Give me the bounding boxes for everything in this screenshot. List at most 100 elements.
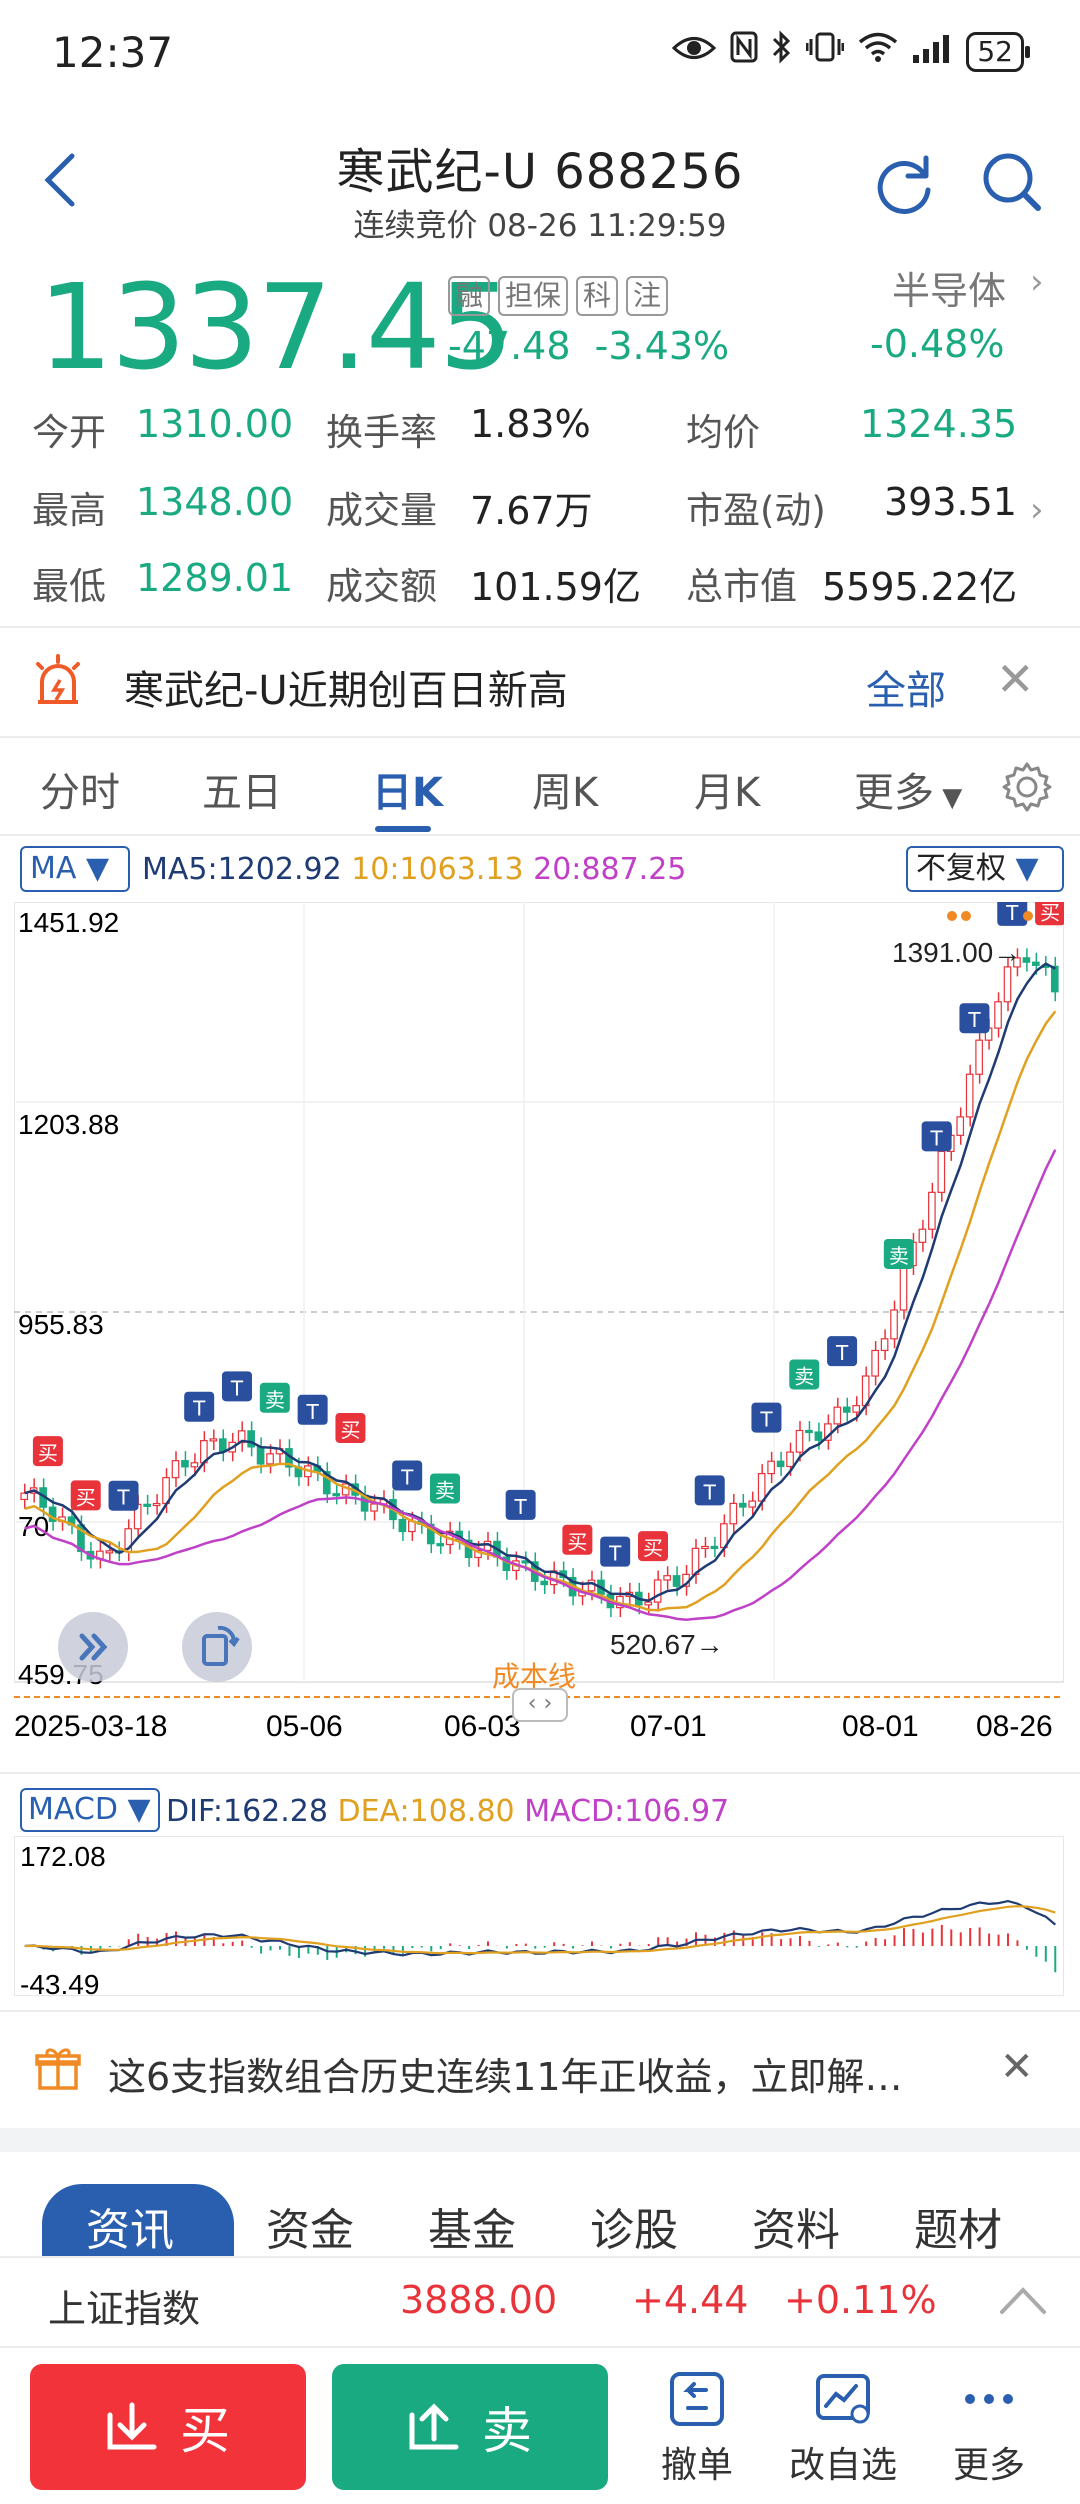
candle-body — [152, 1502, 161, 1507]
info-tab-fund[interactable]: 基金 — [428, 2205, 516, 2256]
kline-chart[interactable]: 1451.92 1203.88 955.83 70 459.75 买买 TTT 卖T… — [14, 902, 1064, 1742]
market-cap-value: 5595.22亿 — [822, 565, 1018, 609]
divider — [0, 736, 1080, 738]
trade-marker-label: 卖 — [435, 1478, 455, 1502]
chevron-left-icon — [44, 153, 75, 207]
candle-body — [540, 1580, 549, 1586]
vibrate-icon — [805, 31, 845, 72]
amount-value: 101.59亿 — [470, 565, 641, 609]
tab-week-k[interactable]: 周K — [532, 770, 599, 816]
avg-price-label: 均价 — [686, 411, 760, 454]
promo-text[interactable]: 这6支指数组合历史连续11年正收益，立即解… — [108, 2055, 903, 2099]
edit-watchlist-icon — [816, 2374, 870, 2424]
avg-price-value: 1324.35 — [860, 402, 1018, 446]
chevron-up-icon[interactable] — [998, 2282, 1048, 2322]
candle-body — [842, 1406, 851, 1413]
nfc-icon — [730, 31, 758, 72]
candle-body — [928, 1191, 936, 1230]
bluetooth-icon — [772, 30, 792, 73]
macd-chart[interactable]: 172.08 -43.49 — [14, 1836, 1064, 1996]
trade-marker — [638, 1531, 668, 1562]
adjust-select-label: 不复权 — [916, 851, 1006, 886]
buy-button[interactable]: 买 — [30, 2364, 306, 2490]
indicator-select-ma[interactable]: MA ▼ — [20, 846, 130, 892]
info-tab-diagnosis[interactable]: 诊股 — [590, 2205, 678, 2256]
volume-value: 7.67万 — [470, 489, 593, 533]
candle-body — [852, 1405, 861, 1413]
macd-value: MACD:106.97 — [524, 1794, 730, 1829]
candle-body — [729, 1502, 738, 1525]
trade-marker — [789, 1359, 820, 1390]
trading-status: 连续竞价 08-26 11:29:59 — [353, 208, 727, 244]
ma10-line — [24, 1010, 1057, 1612]
tag-margin[interactable]: 融 — [448, 276, 491, 316]
alert-text[interactable]: 寒武纪-U近期创百日新高 — [124, 668, 568, 714]
close-icon[interactable]: ✕ — [1000, 2044, 1034, 2090]
search-button[interactable] — [980, 150, 1050, 220]
alert-all-link[interactable]: 全部 — [866, 668, 946, 714]
y-tick-3: 955.83 — [18, 1309, 104, 1340]
info-tab-funds[interactable]: 资金 — [266, 2205, 354, 2256]
indicator-select-macd[interactable]: MACD ▼ — [20, 1788, 160, 1832]
ma-legend: MA5:1202.92 10:1063.13 20:887.25 — [142, 852, 686, 887]
candle-body — [332, 1493, 341, 1497]
cancel-order-button[interactable]: 撤单 — [632, 2368, 762, 2488]
stock-tags: 融 担保 科 注 — [448, 276, 669, 316]
trade-marker — [392, 1460, 423, 1491]
close-icon[interactable]: ✕ — [996, 652, 1035, 706]
sector-name[interactable]: 半导体 — [892, 269, 1007, 313]
tab-five-day[interactable]: 五日 — [202, 770, 282, 816]
volume-label: 成交量 — [326, 489, 437, 532]
cost-line-label: 成本线 — [492, 1660, 576, 1693]
section-gap — [0, 2128, 1080, 2152]
candle-body — [956, 1116, 965, 1136]
candle-body — [880, 1338, 889, 1352]
x-tick-3: 07-01 — [630, 1710, 707, 1742]
tag-star[interactable]: 科 — [576, 276, 619, 316]
candle-body — [899, 1264, 908, 1311]
rotate-screen-button[interactable] — [182, 1612, 252, 1682]
back-button[interactable] — [40, 150, 100, 220]
index-ticker-bar[interactable] — [0, 2256, 1080, 2348]
tab-day-k[interactable]: 日K — [372, 770, 443, 816]
ma20-value: 20:887.25 — [533, 852, 687, 887]
candle-body — [757, 1472, 766, 1502]
candle-body — [1003, 966, 1012, 1003]
expand-chart-button[interactable] — [58, 1612, 128, 1682]
candle-body — [653, 1579, 662, 1603]
info-tab-profile[interactable]: 资料 — [752, 2205, 840, 2256]
trade-marker-label: 卖 — [889, 1244, 909, 1268]
macd-y-bottom: -43.49 — [20, 1969, 99, 1996]
x-tick-2: 06-03 — [444, 1710, 521, 1742]
more-button[interactable]: 更多 — [924, 2368, 1054, 2488]
trade-marker — [827, 1336, 858, 1367]
tab-intraday[interactable]: 分时 — [40, 770, 120, 816]
tag-collateral[interactable]: 担保 — [498, 276, 569, 316]
tab-more[interactable]: 更多 ▼ — [854, 760, 962, 818]
trade-marker-label: T — [967, 1008, 981, 1032]
tag-registration[interactable]: 注 — [626, 276, 669, 316]
tab-month-k[interactable]: 月K — [694, 770, 761, 816]
sell-button[interactable]: 卖 — [332, 2364, 608, 2490]
gear-icon — [1002, 762, 1052, 812]
settings-button[interactable] — [1000, 760, 1054, 818]
status-time: 12:37 — [52, 28, 174, 77]
candle-body — [814, 1431, 823, 1441]
gift-icon — [34, 2044, 82, 2092]
adjust-select[interactable]: 不复权 ▼ — [906, 846, 1064, 892]
turnover-rate-label: 换手率 — [326, 411, 437, 454]
chevron-right-icon[interactable]: › — [1030, 262, 1044, 302]
chart-scroll-handle[interactable]: ‹ › — [512, 1688, 568, 1722]
refresh-button[interactable] — [872, 152, 942, 222]
status-bar: 12:37 52 — [0, 0, 1080, 100]
trade-marker — [430, 1473, 460, 1504]
ma-select-label: MA — [30, 851, 77, 886]
info-tab-themes[interactable]: 题材 — [914, 2205, 1002, 2256]
chevron-right-icon[interactable]: › — [1030, 490, 1044, 530]
info-tab-news[interactable]: 资讯 — [86, 2205, 174, 2256]
edit-watchlist-button[interactable]: 改自选 — [778, 2368, 908, 2488]
candle-body — [918, 1228, 927, 1243]
trade-marker — [505, 1489, 536, 1520]
candle-body — [209, 1438, 218, 1442]
